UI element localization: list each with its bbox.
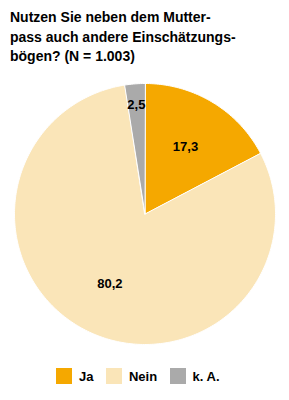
svg-text:17,3: 17,3 [173, 139, 198, 154]
svg-text:2,5: 2,5 [127, 97, 145, 112]
html-text:k. A.: k. A. [192, 368, 220, 384]
html-text:Nutzen Sie neben dem Mutter- p: Nutzen Sie neben dem Mutter- pass auch a… [10, 9, 236, 65]
html-text:Nein: Nein [128, 368, 158, 384]
svg-text:80,2: 80,2 [97, 276, 122, 291]
html-text:Ja: Ja [78, 368, 94, 384]
